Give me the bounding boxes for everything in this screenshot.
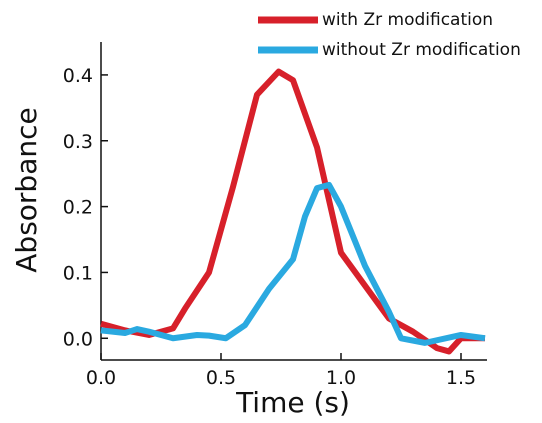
- y-tick-label: 0.0: [63, 328, 93, 350]
- y-tick-label: 0.4: [63, 65, 93, 87]
- x-tick-label: 1.0: [326, 367, 356, 389]
- y-tick-label: 0.3: [63, 131, 93, 153]
- legend-label: without Zr modification: [322, 40, 521, 60]
- x-tick-label: 0.0: [86, 367, 116, 389]
- data-line: [100, 181, 486, 346]
- x-tick-label: 0.5: [206, 367, 236, 389]
- data-line: [100, 68, 485, 355]
- y-tick-label: 0.2: [63, 197, 93, 219]
- x-axis-label: Time (s): [235, 386, 350, 419]
- y-axis-label: Absorbance: [10, 107, 43, 272]
- y-tick-label: 0.1: [63, 262, 93, 284]
- x-tick-label: 1.5: [446, 367, 476, 389]
- legend-label: with Zr modification: [322, 10, 493, 30]
